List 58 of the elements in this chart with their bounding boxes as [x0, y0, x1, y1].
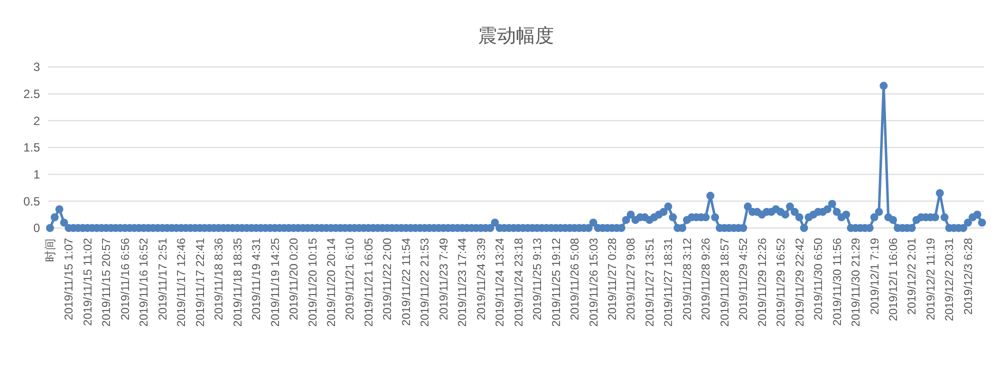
x-tick-label: 2019/11/22 11:54: [400, 237, 413, 326]
x-tick-label: 2019/11/17 22:41: [194, 238, 207, 327]
x-tick-label: 2019/11/20 20:14: [326, 237, 338, 327]
y-tick-label: 2: [33, 114, 40, 128]
x-tick-label: 2019/12/1 7:19: [869, 238, 882, 315]
y-tick-label: 2.5: [23, 87, 40, 102]
x-tick-label: 2019/11/23 17:44: [457, 237, 470, 327]
x-tick-label: 2019/11/27 9:08: [626, 238, 638, 320]
x-tick-label: 2019/11/15 11:02: [82, 238, 94, 326]
x-tick-label: 2019/11/29 12:26: [756, 238, 769, 327]
x-tick-label: 2019/11/26 5:08: [570, 238, 582, 320]
x-tick-label: 2019/11/29 16:52: [776, 238, 788, 327]
x-tick-label: 2019/11/28 3:12: [682, 238, 694, 320]
x-tick-label: 2019/11/21 6:10: [344, 238, 357, 320]
x-tick-label: 2019/11/24 23:18: [513, 238, 526, 327]
x-tick-label: 2019/11/19 14:25: [270, 238, 282, 327]
x-tick-label: 时间: [44, 238, 57, 262]
x-tick-label: 2019/11/16 16:52: [138, 238, 151, 327]
x-tick-label: 2019/11/18 8:36: [214, 238, 226, 320]
x-tick-label: 2019/11/25 9:13: [532, 238, 544, 320]
y-tick-label: 0: [33, 221, 40, 236]
x-tick-label: 2019/11/30 21:29: [850, 238, 863, 327]
x-tick-label: 2019/11/28 18:57: [719, 238, 732, 327]
x-tick-label: 2019/11/30 11:56: [832, 238, 844, 326]
x-tick-label: 2019/11/29 22:42: [794, 238, 806, 327]
x-tick-label: 2019/11/19 4:31: [251, 238, 264, 320]
x-tick-label: 2019/11/27 18:31: [663, 238, 676, 327]
x-tick-label: 2019/11/22 2:00: [382, 238, 394, 320]
x-tick-label: 2019/11/28 9:26: [700, 238, 713, 320]
x-tick-label: 2019/11/22 21:53: [420, 238, 432, 327]
x-tick-label: 2019/12/2 11:19: [925, 238, 938, 320]
x-tick-label: 2019/11/20 0:20: [288, 238, 301, 320]
x-tick-label: 2019/12/3 6:28: [962, 238, 975, 315]
x-tick-label: 2019/11/23 7:49: [438, 238, 450, 320]
x-tick-label: 2019/11/20 10:15: [307, 238, 320, 327]
y-tick-label: 1: [33, 168, 40, 182]
x-tick-label: 2019/11/24 13:24: [494, 237, 507, 327]
x-tick-label: 2019/11/15 1:07: [64, 238, 76, 320]
x-tick-label: 2019/11/16 6:56: [120, 238, 132, 320]
x-tick-label: 2019/12/1 16:06: [888, 238, 900, 322]
x-tick-label: 2019/12/2 2:01: [906, 238, 919, 315]
x-tick-label: 2019/11/25 19:12: [550, 238, 563, 327]
x-tick-label: 2019/11/21 16:05: [363, 238, 376, 327]
x-tick-label: 2019/11/24 3:39: [476, 238, 488, 320]
x-tick-label: 2019/11/29 4:52: [738, 238, 750, 320]
x-tick-label: 2019/11/17 12:46: [176, 238, 188, 327]
y-tick-label: 1.5: [23, 140, 40, 155]
x-tick-label: 2019/11/27 13:51: [644, 238, 656, 327]
y-tick-label: 0.5: [23, 194, 40, 208]
x-tick-label: 2019/11/26 15:03: [588, 238, 600, 327]
x-tick-label: 2019/11/27 0:28: [607, 238, 620, 320]
y-tick-label: 3: [33, 60, 40, 74]
x-tick-label: 2019/11/18 18:35: [232, 238, 244, 327]
chart-title: 震动幅度: [478, 25, 554, 47]
x-tick-label: 2019/11/15 20:57: [101, 238, 114, 327]
x-tick-label: 2019/11/17 2:51: [157, 238, 170, 320]
x-tick-label: 2019/11/30 6:50: [813, 238, 826, 320]
x-tick-label: 2019/12/2 20:31: [944, 238, 956, 322]
